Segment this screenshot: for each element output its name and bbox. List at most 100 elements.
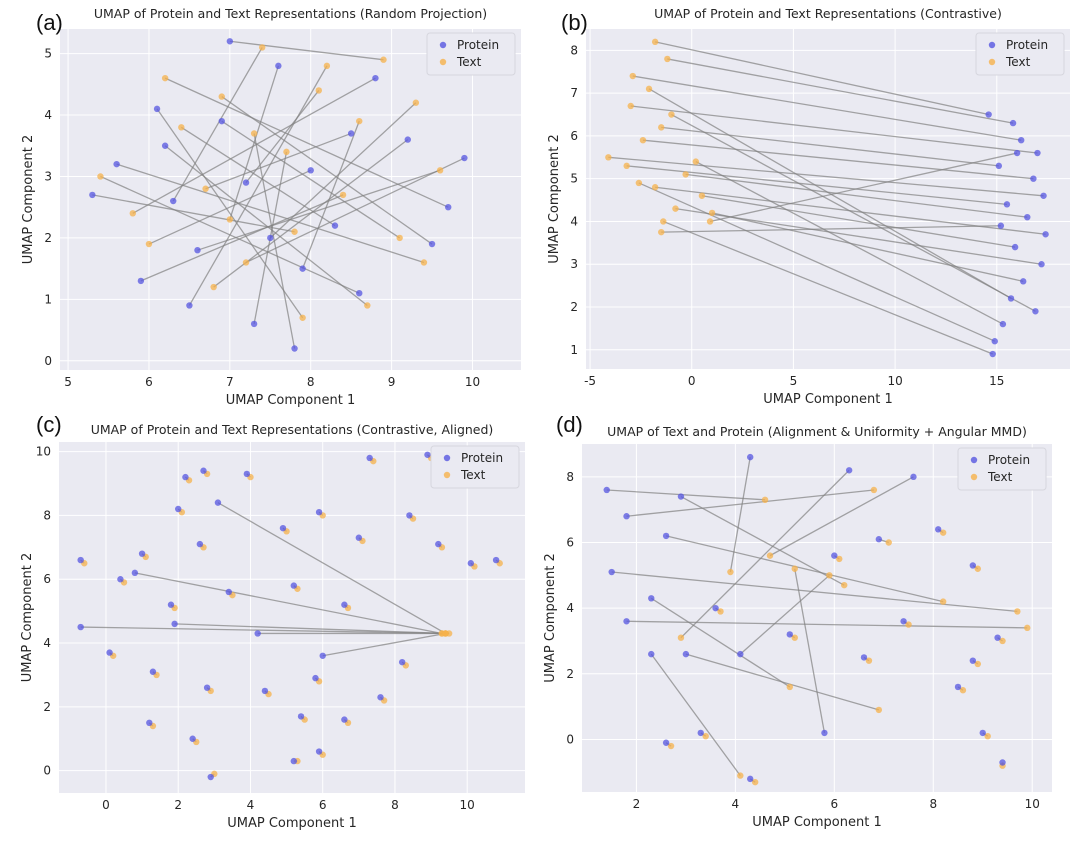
x-tick-label: 4 [247, 798, 255, 812]
text-point [841, 581, 848, 589]
plot-area [60, 29, 521, 370]
x-tick-label: 8 [391, 798, 399, 812]
protein-point [979, 729, 986, 737]
plot-area [59, 442, 525, 793]
protein-point [712, 604, 719, 612]
pair-connection-line [302, 120, 360, 269]
text-point [751, 778, 759, 786]
pair-connection-line [709, 152, 1018, 223]
protein-point [991, 338, 998, 345]
x-tick-label: 6 [145, 375, 153, 389]
y-tick-label: 0 [43, 764, 51, 778]
protein-point [372, 74, 379, 82]
protein-point [1020, 278, 1027, 285]
legend-text-marker [443, 471, 451, 479]
protein-point [347, 130, 355, 137]
pair-connection-line [245, 157, 465, 264]
protein-point [149, 668, 157, 675]
protein-point [428, 240, 436, 248]
x-tick-label: 8 [307, 375, 315, 389]
legend-protein-marker [443, 454, 451, 462]
pair-connection-line [739, 574, 830, 655]
text-point [339, 191, 347, 199]
y-tick-label: 2 [566, 667, 574, 681]
pair-connection-line [711, 212, 1024, 282]
protein-point [747, 775, 754, 783]
legend-box [957, 447, 1047, 491]
text-point [291, 228, 298, 235]
pair-connection-line [134, 572, 443, 635]
legend-protein-marker [988, 41, 996, 49]
x-tick-label: 15 [989, 374, 1004, 388]
protein-point [1030, 175, 1037, 182]
text-point [639, 136, 647, 144]
panel-letter: (c) [36, 412, 62, 437]
x-tick-label: 5 [790, 374, 798, 388]
protein-point [994, 634, 1001, 641]
protein-point [196, 540, 204, 548]
protein-point [623, 513, 630, 520]
protein-point [747, 453, 754, 461]
x-tick-label: 7 [226, 375, 234, 389]
legend-box [426, 32, 516, 76]
protein-point [214, 499, 222, 506]
pair-connection-line [156, 108, 304, 319]
pair-connection-line [606, 489, 766, 501]
protein-point [203, 684, 211, 691]
protein-point [1017, 136, 1025, 144]
text-point [664, 55, 671, 63]
protein-point [290, 757, 298, 765]
y-tick-label: 3 [570, 257, 578, 271]
panel-letter: (d) [556, 412, 583, 437]
text-point [672, 205, 679, 212]
legend-protein-label: Protein [457, 38, 499, 52]
x-tick-label: 10 [465, 375, 480, 389]
protein-point [307, 167, 314, 174]
y-tick-label: 4 [570, 214, 578, 228]
protein-point [341, 716, 348, 723]
protein-point [161, 142, 169, 149]
protein-point [137, 277, 145, 285]
pair-connection-line [322, 632, 446, 657]
text-point [974, 565, 981, 572]
text-point [905, 621, 912, 628]
protein-point [648, 650, 655, 658]
pair-connection-line [269, 102, 417, 239]
pair-connection-line [164, 145, 368, 306]
protein-point [319, 652, 326, 659]
text-point [766, 552, 774, 559]
y-tick-label: 5 [44, 47, 52, 61]
y-axis-label: UMAP Component 2 [543, 553, 558, 682]
text-point [737, 772, 744, 779]
x-tick-label: 6 [830, 797, 838, 811]
protein-point [225, 588, 232, 596]
protein-point [875, 536, 883, 543]
text-point [283, 148, 290, 156]
pair-connection-line [685, 173, 1028, 218]
text-point [210, 283, 217, 291]
protein-point [290, 582, 298, 589]
text-point [658, 228, 665, 236]
protein-point [1013, 149, 1021, 157]
text-point [629, 72, 636, 80]
x-axis-label: UMAP Component 1 [763, 392, 892, 407]
text-point [682, 171, 689, 178]
legend-protein-label: Protein [1006, 38, 1048, 52]
text-point [635, 179, 643, 187]
protein-point [969, 562, 977, 569]
pair-connection-line [611, 571, 1018, 613]
protein-point [900, 618, 907, 625]
text-point [412, 99, 420, 106]
protein-point [845, 467, 853, 474]
protein-point [254, 630, 261, 637]
protein-point [355, 534, 363, 541]
protein-point [989, 350, 996, 358]
text-point [161, 74, 169, 82]
protein-point [113, 160, 120, 168]
text-point [218, 93, 225, 100]
protein-point [995, 162, 1003, 170]
text-point [660, 218, 667, 225]
text-point [692, 158, 700, 165]
protein-point [999, 759, 1006, 766]
